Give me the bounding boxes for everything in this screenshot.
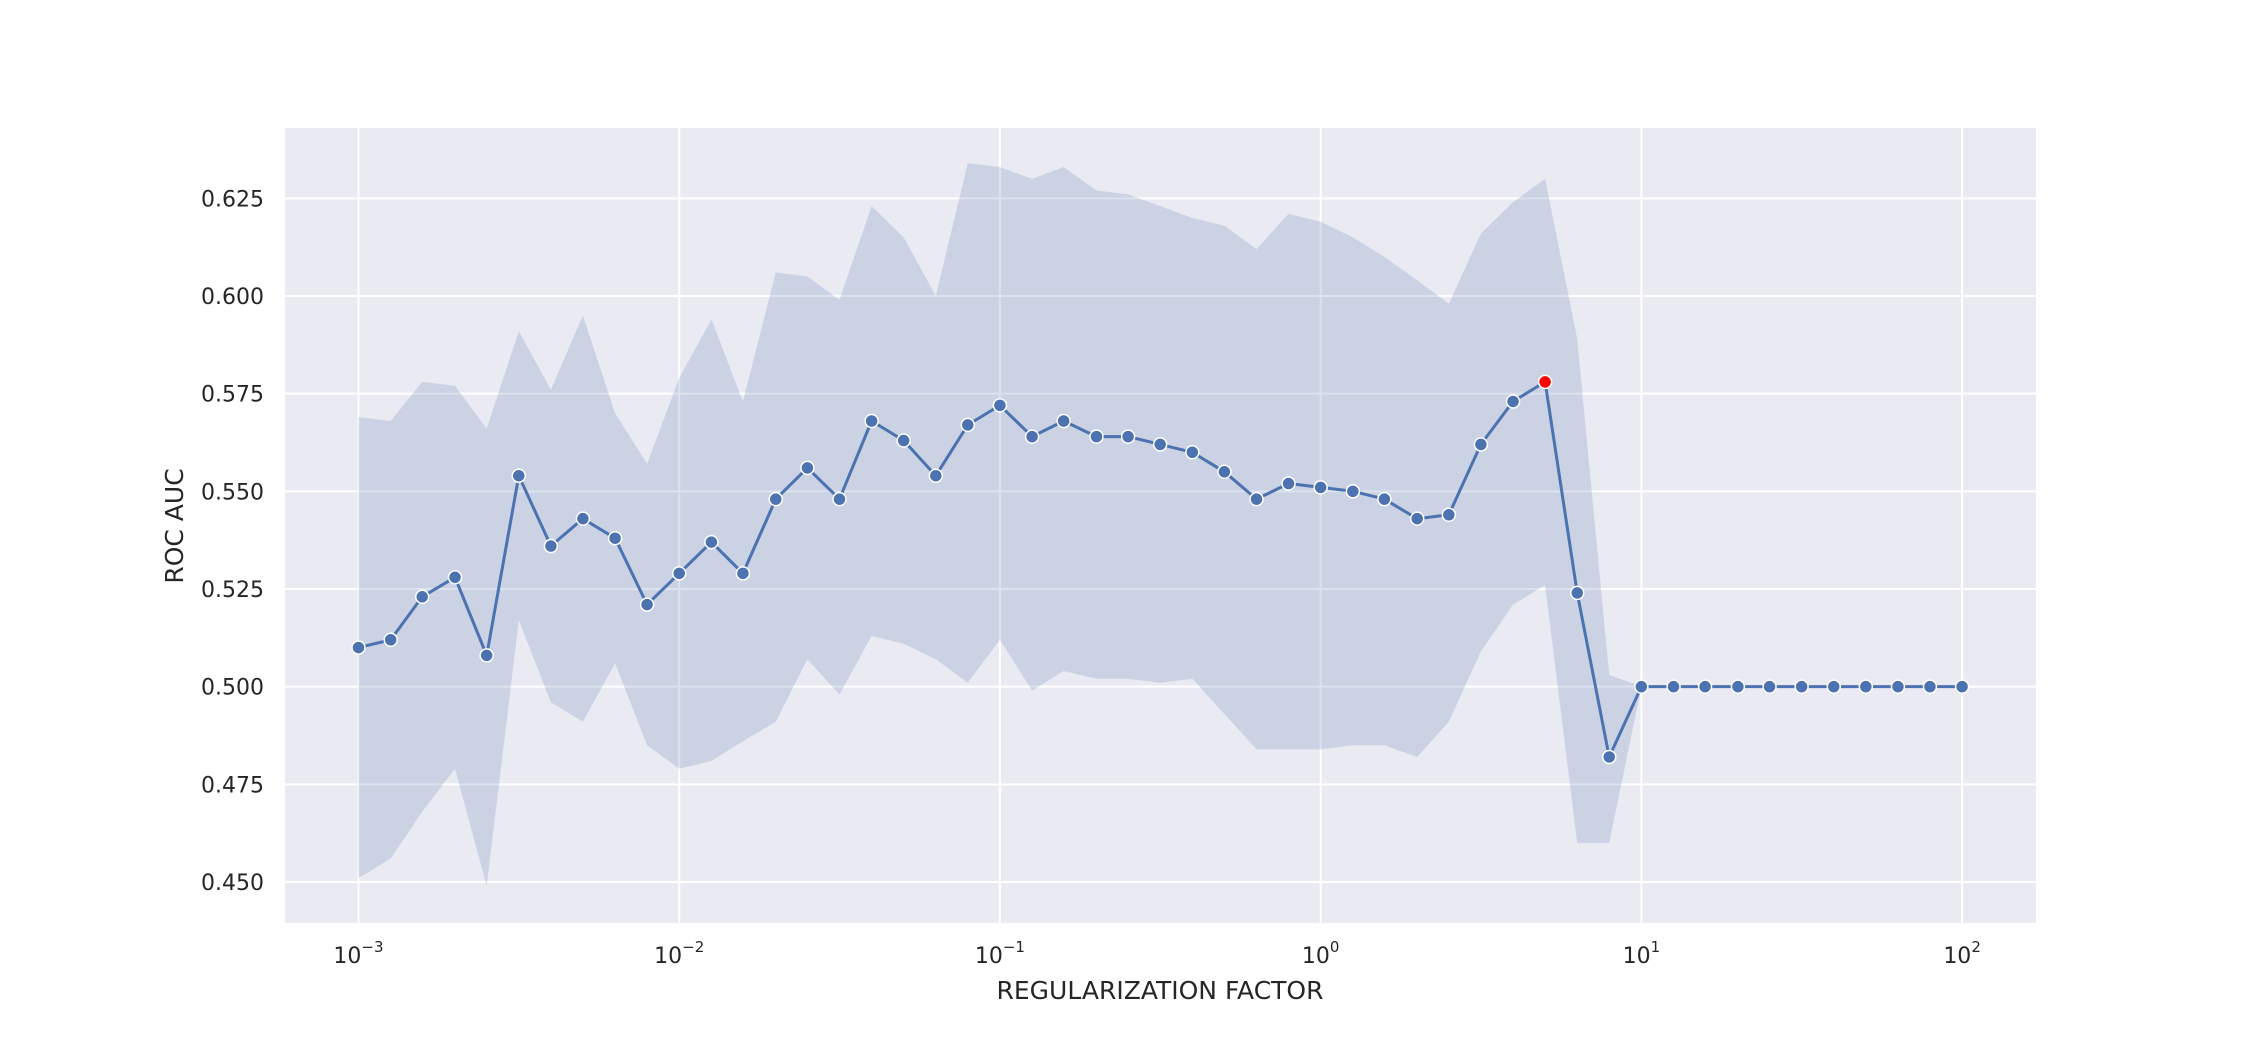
data-point — [1666, 679, 1681, 694]
data-point — [1377, 491, 1392, 507]
y-tick-label: 0.525 — [201, 578, 264, 603]
data-point — [1858, 679, 1874, 694]
data-point — [414, 589, 430, 605]
x-tick-label: 10−3 — [333, 938, 383, 969]
x-tick-label: 101 — [1623, 938, 1661, 969]
x-tick-exponent: −2 — [682, 938, 704, 956]
y-tick-label: 0.450 — [201, 871, 264, 896]
x-tick-base: 10 — [1623, 944, 1651, 969]
data-point — [1281, 476, 1296, 491]
data-point — [1249, 491, 1264, 507]
data-point — [928, 468, 944, 483]
data-point — [800, 460, 815, 476]
data-point — [1024, 429, 1040, 444]
y-tick-labels: 0.450 0.475 0.500 0.525 0.550 0.575 0.600 0.625 — [201, 187, 264, 896]
x-tick-base: 10 — [333, 944, 361, 969]
data-point — [1954, 679, 1970, 694]
data-point — [1922, 679, 1938, 694]
data-point — [1217, 464, 1232, 480]
x-tick-label: 10−2 — [654, 938, 704, 969]
x-tick-exponent: 1 — [1651, 938, 1661, 956]
y-tick-label: 0.600 — [201, 285, 264, 310]
x-tick-label: 102 — [1943, 938, 1981, 969]
data-point — [1505, 394, 1521, 409]
data-point — [543, 538, 559, 554]
data-point — [1697, 679, 1713, 694]
y-tick-label: 0.625 — [201, 187, 264, 212]
data-point — [704, 534, 719, 550]
y-tick-label: 0.500 — [201, 676, 264, 701]
data-point — [1313, 480, 1328, 495]
data-point — [1601, 749, 1617, 765]
data-point — [639, 597, 655, 612]
x-gridlines — [357, 128, 1964, 923]
data-point — [1762, 679, 1777, 694]
data-point — [1056, 413, 1071, 429]
y-axis-label: ROC AUC — [160, 468, 189, 583]
data-point — [768, 491, 784, 507]
data-point — [1089, 429, 1104, 444]
y-gridlines — [285, 197, 2036, 883]
data-point — [864, 413, 879, 429]
x-tick-exponent: 0 — [1330, 938, 1340, 956]
x-tick-exponent: 2 — [1971, 938, 1981, 956]
data-point — [960, 417, 976, 433]
y-tick-label: 0.550 — [201, 480, 264, 505]
x-axis-label: REGULARIZATION FACTOR — [997, 976, 1324, 1005]
data-point — [1569, 585, 1585, 601]
data-point — [735, 566, 751, 581]
x-tick-base: 10 — [1302, 944, 1330, 969]
y-tick-label: 0.475 — [201, 773, 264, 798]
data-point — [1826, 679, 1842, 694]
x-tick-exponent: −3 — [361, 938, 383, 956]
data-point — [351, 640, 366, 655]
data-point — [1634, 679, 1649, 694]
data-point — [511, 468, 527, 483]
data-point — [1345, 484, 1361, 499]
data-point — [1473, 437, 1489, 452]
data-point — [479, 648, 494, 663]
data-point — [447, 570, 463, 585]
x-tick-label: 100 — [1302, 938, 1340, 969]
data-point — [1120, 429, 1136, 444]
data-point — [992, 398, 1008, 413]
data-point — [1794, 679, 1809, 694]
data-point — [1409, 511, 1425, 526]
x-tick-base: 10 — [975, 944, 1003, 969]
x-tick-labels: 10−3 10−2 10−1 100 101 102 — [333, 938, 1980, 969]
data-point — [383, 632, 398, 648]
data-points — [351, 374, 1970, 765]
data-point — [575, 511, 591, 526]
y-tick-label: 0.575 — [201, 383, 264, 408]
data-point — [671, 566, 687, 581]
data-point — [1185, 445, 1200, 460]
data-point — [607, 530, 623, 546]
data-point — [1730, 679, 1746, 694]
data-point — [896, 433, 911, 448]
x-tick-base: 10 — [1943, 944, 1971, 969]
x-tick-label: 10−1 — [975, 938, 1025, 969]
data-point — [1890, 679, 1906, 694]
data-point — [1441, 507, 1457, 523]
best-point — [1537, 374, 1553, 390]
x-tick-base: 10 — [654, 944, 682, 969]
data-point — [1152, 437, 1168, 452]
data-point — [832, 491, 847, 507]
x-tick-exponent: −1 — [1003, 938, 1025, 956]
confidence-band — [358, 163, 1963, 886]
